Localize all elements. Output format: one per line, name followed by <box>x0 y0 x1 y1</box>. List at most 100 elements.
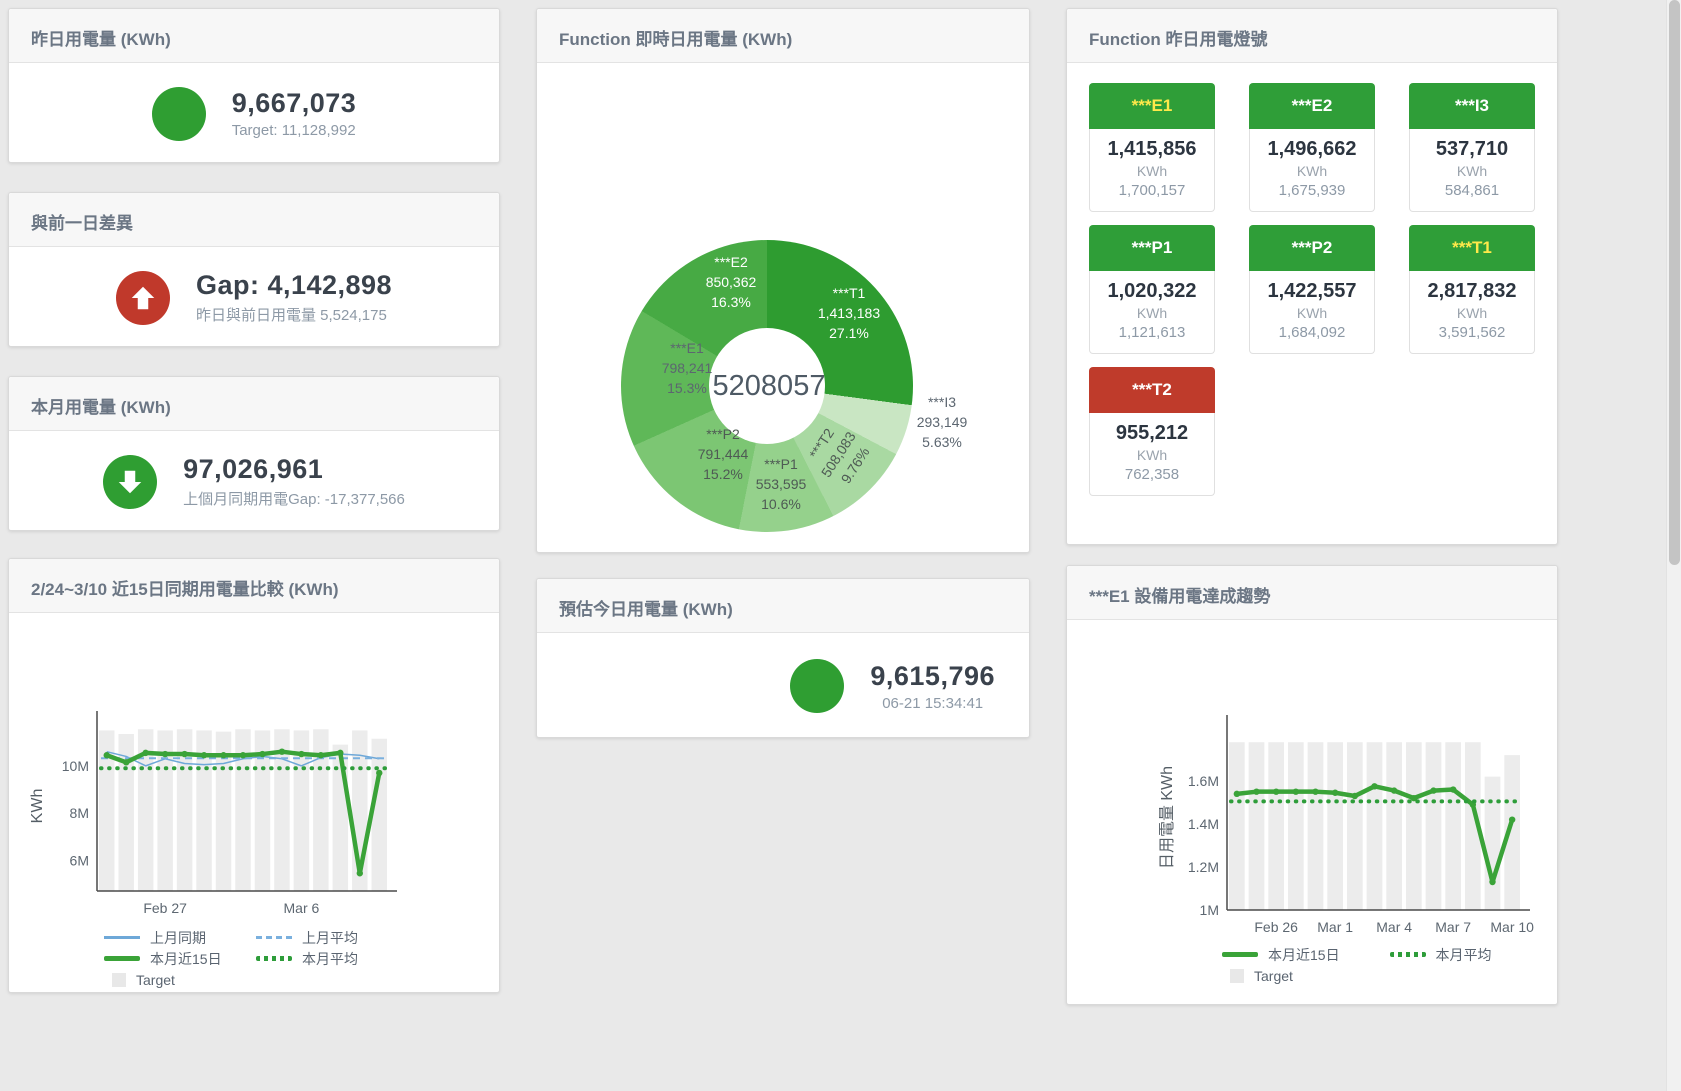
stat-subtitle: 上個月同期用電Gap: -17,377,566 <box>183 491 405 508</box>
legend-label: 本月平均 <box>302 950 358 967</box>
device-tile-header: ***T2 <box>1089 367 1215 413</box>
comparison-chart[interactable]: 6M 8M 10M Feb 27 Mar 6 KWh <box>9 663 489 923</box>
legend-swatch-box <box>1230 968 1244 983</box>
device-tile: ***T1 2,817,832 KWh 3,591,562 <box>1409 225 1535 354</box>
device-tile-header: ***T1 <box>1409 225 1535 271</box>
panel-month-usage: 本月用電量 (KWh) 97,026,961 上個月同期用電Gap: -17,3… <box>8 376 500 531</box>
panel-header[interactable]: ***E1 設備用電達成趨勢 <box>1067 566 1557 620</box>
scrollbar-thumb[interactable] <box>1669 0 1680 565</box>
status-circle <box>115 270 170 325</box>
svg-text:8M: 8M <box>70 805 89 821</box>
chart-legend: 本月近15日 本月平均 Target <box>1222 944 1557 986</box>
legend-swatch-dotted <box>256 956 292 961</box>
device-value: 1,422,557 <box>1267 280 1357 302</box>
device-target: 1,700,157 <box>1118 182 1186 199</box>
device-unit: KWh <box>1456 163 1488 179</box>
donut-center-total: 5208057 <box>712 370 826 402</box>
legend-swatch-thick <box>104 956 140 961</box>
legend-label: 本月近15日 <box>1268 946 1340 963</box>
svg-text:Mar 6: Mar 6 <box>284 900 320 916</box>
device-tile-body: 2,817,832 KWh 3,591,562 <box>1409 271 1535 354</box>
chart-legend: 上月同期 上月平均本月近15日 本月平均 Target <box>104 927 499 990</box>
panel-header[interactable]: 預估今日用電量 (KWh) <box>537 579 1029 633</box>
panel-e1-trend: ***E1 設備用電達成趨勢 1M 1.2M 1.4M 1.6M Feb 26 Mar 1… <box>1066 565 1558 1005</box>
device-unit: KWh <box>1296 163 1328 179</box>
panel-yesterday-usage: 昨日用電量 (KWh) 9,667,073 Target: 11,128,992 <box>8 8 500 163</box>
panel-realtime-donut: Function 即時日用電量 (KWh) 5208057 ***T1 1,413… <box>536 8 1030 553</box>
legend-item[interactable]: 本月平均 <box>1389 945 1558 965</box>
panel-header[interactable]: 與前一日差異 <box>9 193 499 247</box>
donut-slice-label: ***E2 850,362 16.3% <box>705 254 757 310</box>
panel-15day-comparison: 2/24~3/10 近15日同期用電量比較 (KWh) 6M 8M 10M Feb 2… <box>8 558 500 993</box>
svg-text:Mar 10: Mar 10 <box>1490 919 1534 935</box>
legend-item[interactable]: 本月近15日 <box>104 949 256 969</box>
device-value: 2,817,832 <box>1427 280 1517 302</box>
legend-item[interactable]: Target <box>104 972 256 988</box>
stat-value: 9,615,796 <box>870 660 995 691</box>
status-circle <box>103 454 158 509</box>
panel-title: 與前一日差異 <box>31 214 133 233</box>
svg-text:1.2M: 1.2M <box>1188 859 1219 875</box>
panel-header[interactable]: 2/24~3/10 近15日同期用電量比較 (KWh) <box>9 559 499 613</box>
status-circle <box>790 659 845 713</box>
panel-header[interactable]: 昨日用電量 (KWh) <box>9 9 499 63</box>
stat-value: Gap: 4,142,898 <box>195 270 393 300</box>
device-unit: KWh <box>1296 305 1328 321</box>
scrollbar-track[interactable] <box>1666 0 1681 1091</box>
legend-label: Target <box>1254 967 1293 984</box>
stat-subtitle: Target: 11,128,992 <box>231 122 356 139</box>
device-tile: ***E1 1,415,856 KWh 1,700,157 <box>1089 83 1215 212</box>
svg-text:6M: 6M <box>70 852 89 868</box>
device-tile: ***P1 1,020,322 KWh 1,121,613 <box>1089 225 1215 354</box>
donut-slice-label: ***I3 293,149 5.63% <box>916 394 968 450</box>
donut-slice-label: ***T1 1,413,183 27.1% <box>817 285 881 341</box>
panel-title: ***E1 設備用電達成趨勢 <box>1089 587 1271 606</box>
device-value: 955,212 <box>1115 422 1189 444</box>
device-unit: KWh <box>1456 305 1488 321</box>
device-tile-body: 955,212 KWh 762,358 <box>1089 413 1215 496</box>
device-unit: KWh <box>1136 447 1168 463</box>
device-tile: ***P2 1,422,557 KWh 1,684,092 <box>1249 225 1375 354</box>
panel-title: Function 昨日用電燈號 <box>1089 30 1268 49</box>
legend-item[interactable]: 本月近15日 <box>1222 945 1390 965</box>
donut-slice-label: ***P2 791,444 15.2% <box>697 426 749 482</box>
device-tile: ***I3 537,710 KWh 584,861 <box>1409 83 1535 212</box>
svg-text:10M: 10M <box>62 758 89 774</box>
panel-estimated-today: 預估今日用電量 (KWh) 9,615,796 06-21 15:34:41 <box>536 578 1030 738</box>
panel-header[interactable]: 本月用電量 (KWh) <box>9 377 499 431</box>
device-value: 1,415,856 <box>1107 138 1197 160</box>
device-tile-body: 537,710 KWh 584,861 <box>1409 129 1535 212</box>
legend-swatch-dashed <box>256 936 292 939</box>
device-target: 762,358 <box>1124 466 1180 483</box>
device-tile: ***T2 955,212 KWh 762,358 <box>1089 367 1215 496</box>
panel-header[interactable]: Function 即時日用電量 (KWh) <box>537 9 1029 63</box>
svg-text:1.4M: 1.4M <box>1188 816 1219 832</box>
svg-text:Feb 27: Feb 27 <box>143 900 187 916</box>
stat-subtitle: 06-21 15:34:41 <box>882 694 984 712</box>
svg-text:Mar 4: Mar 4 <box>1376 919 1412 935</box>
device-tile-body: 1,020,322 KWh 1,121,613 <box>1089 271 1215 354</box>
donut-slice-label: ***E1 798,241 15.3% <box>661 340 713 396</box>
svg-text:1M: 1M <box>1200 902 1219 918</box>
panel-title: 本月用電量 (KWh) <box>31 398 171 417</box>
device-tile-body: 1,422,557 KWh 1,684,092 <box>1249 271 1375 354</box>
device-tile-header: ***E1 <box>1089 83 1215 129</box>
panel-title: 昨日用電量 (KWh) <box>31 30 171 49</box>
panel-header[interactable]: Function 昨日用電燈號 <box>1067 9 1557 63</box>
device-value: 1,496,662 <box>1267 138 1357 160</box>
legend-label: 本月近15日 <box>150 950 222 967</box>
legend-item[interactable]: 本月平均 <box>256 949 408 969</box>
e1-trend-chart[interactable]: 1M 1.2M 1.4M 1.6M Feb 26 Mar 1 Mar 4 Mar 7 Mar 1… <box>1067 670 1557 940</box>
legend-item[interactable]: Target <box>1222 968 1390 984</box>
stat-value: 97,026,961 <box>183 454 324 484</box>
legend-item[interactable]: 上月同期 <box>104 928 256 948</box>
device-tile-header: ***E2 <box>1249 83 1375 129</box>
legend-item[interactable]: 上月平均 <box>256 928 408 948</box>
device-value: 537,710 <box>1435 138 1509 160</box>
device-tile-header: ***I3 <box>1409 83 1535 129</box>
device-tiles-grid: ***E1 1,415,856 KWh 1,700,157 ***E2 1,496,662… <box>1067 63 1557 516</box>
stat-value: 9,667,073 <box>231 88 357 118</box>
panel-title: 2/24~3/10 近15日同期用電量比較 (KWh) <box>31 580 339 599</box>
svg-text:1.6M: 1.6M <box>1188 773 1219 789</box>
donut-hole <box>709 328 825 444</box>
